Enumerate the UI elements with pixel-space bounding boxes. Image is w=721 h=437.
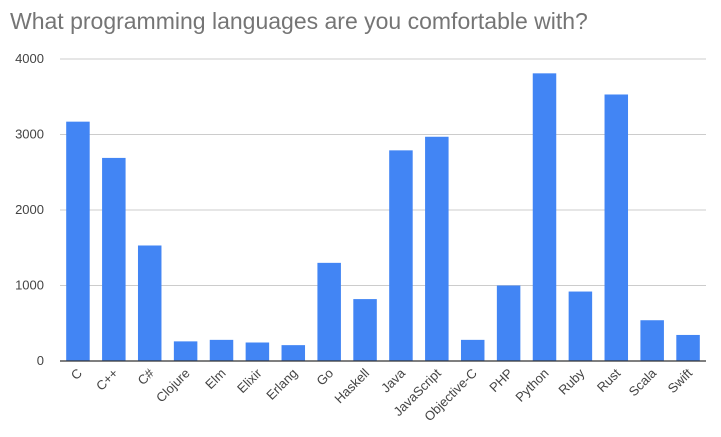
x-tick-label: C — [68, 366, 85, 383]
x-tick-label: Swift — [665, 365, 696, 396]
bar-java — [389, 150, 413, 361]
bar-clojure — [173, 341, 198, 361]
bar-haskell — [353, 299, 377, 361]
x-tick-label: Elm — [202, 366, 228, 392]
x-tick-label: PHP — [486, 366, 516, 396]
chart-title: What programming languages are you comfo… — [10, 8, 588, 34]
x-tick-label: Scala — [626, 365, 660, 399]
bars — [66, 73, 700, 362]
bar-c — [66, 121, 90, 361]
bar-erlang — [281, 345, 306, 361]
bar-c- — [137, 245, 162, 361]
x-tick-label: Go — [313, 366, 336, 389]
x-tick-label: Python — [512, 366, 551, 405]
bar-objective-c — [460, 339, 485, 361]
bar-elixir — [245, 342, 270, 361]
x-tick-label: Elixir — [234, 365, 265, 396]
bar-python — [532, 73, 557, 361]
bar-scala — [640, 320, 664, 361]
bar-c- — [102, 157, 126, 361]
y-tick-label: 3000 — [15, 127, 44, 142]
bar-php — [496, 285, 521, 361]
y-tick-label: 2000 — [15, 202, 44, 217]
x-tick-label: Clojure — [153, 366, 193, 406]
bar-swift — [676, 334, 700, 361]
bar-rust — [604, 94, 629, 362]
x-tick-label: C# — [134, 365, 157, 388]
bar-javascript — [425, 136, 449, 361]
y-tick-label: 1000 — [15, 278, 44, 293]
x-tick-label: Haskell — [331, 365, 372, 406]
x-tick-label: C++ — [93, 366, 121, 394]
y-axis-ticks: 0 1000 2000 3000 4000 — [15, 51, 44, 368]
bar-go — [317, 262, 341, 361]
y-tick-label: 0 — [37, 353, 44, 368]
x-tick-label: Erlang — [263, 366, 300, 403]
x-tick-label: Rust — [594, 365, 624, 395]
bar-ruby — [568, 291, 593, 361]
gridlines — [60, 58, 706, 286]
x-tick-label: Java — [378, 365, 409, 396]
x-tick-label: Ruby — [555, 365, 587, 397]
bar-elm — [209, 339, 234, 361]
y-tick-label: 4000 — [15, 51, 44, 66]
